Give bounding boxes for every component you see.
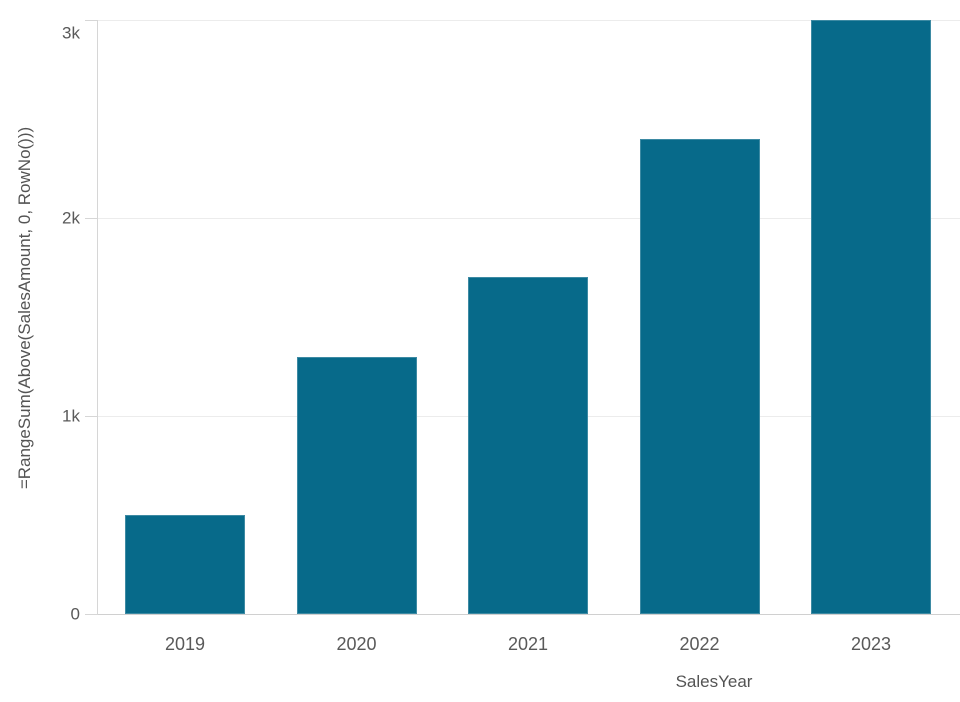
y-axis-title: =RangeSum(Above(SalesAmount, 0, RowNo())… (15, 126, 34, 490)
y-tick (85, 20, 98, 21)
bar-2020[interactable] (296, 356, 417, 614)
bar-2023[interactable] (811, 20, 931, 614)
x-tick-label-2023[interactable]: 2023 (850, 634, 892, 654)
bar-2021[interactable] (468, 277, 588, 614)
y-tick-label-2k: 2k (62, 208, 80, 228)
x-tick-label-2021[interactable]: 2021 (507, 634, 549, 654)
x-axis-baseline (85, 614, 960, 615)
y-tick (85, 218, 98, 219)
y-tick-label-1k: 1k (62, 406, 80, 426)
x-tick-label-2022[interactable]: 2022 (679, 634, 720, 654)
y-tick (85, 614, 98, 615)
y-axis-line (97, 20, 98, 614)
y-tick-label-0: 0 (70, 604, 80, 624)
y-tick-label-3k: 3k (62, 23, 80, 43)
x-tick-label-2020[interactable]: 2020 (336, 634, 377, 654)
bar-2019[interactable] (125, 515, 245, 614)
x-axis-title: SalesYear (675, 672, 753, 691)
gridline-2k (98, 218, 960, 219)
x-tick-label-2019[interactable]: 2019 (164, 634, 206, 654)
gridline-3k (98, 20, 960, 21)
y-tick (85, 416, 98, 417)
bar-2022[interactable] (639, 138, 760, 614)
